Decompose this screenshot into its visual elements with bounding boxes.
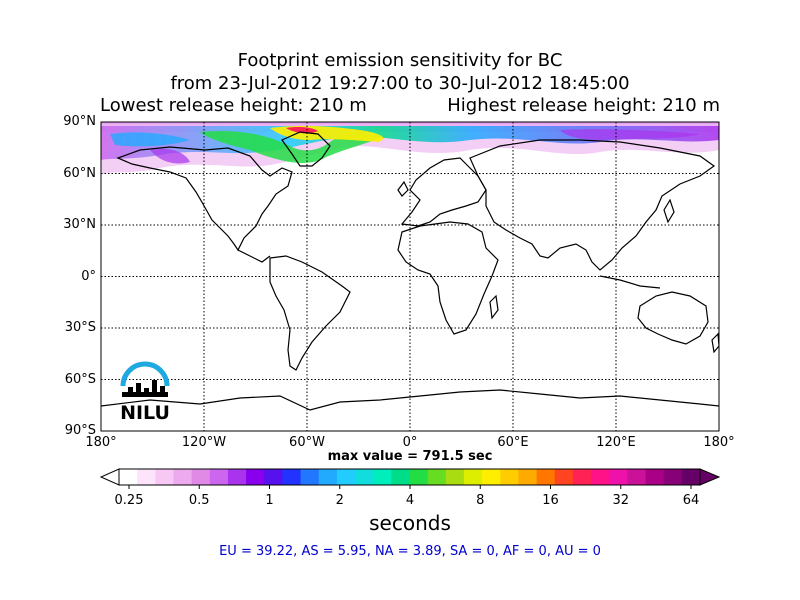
colorbar-swatch (300, 469, 320, 485)
colorbar-tick-label: 16 (542, 493, 559, 508)
colorbar-tick-label: 4 (405, 493, 415, 508)
colorbar-swatch (627, 469, 646, 485)
colorbar-swatch (554, 469, 574, 485)
colorbar (99, 468, 721, 489)
colorbar-swatch (137, 469, 156, 485)
longitude-label: 60°W (289, 435, 325, 450)
colorbar-swatch (227, 469, 247, 485)
colorbar-swatch (282, 469, 301, 485)
max-value-label: max value = 791.5 sec (327, 449, 493, 464)
latitude-label: 30°S (64, 320, 96, 335)
colorbar-tick-label: 0.5 (188, 493, 210, 508)
colorbar-swatch (445, 469, 465, 485)
indonesia-coast (599, 275, 661, 289)
colorbar-tick-label: 32 (612, 493, 630, 508)
latitude-label: 90°S (64, 423, 96, 438)
antarctica-coast (101, 389, 719, 411)
map-title-line-2: from 23-Jul-2012 19:27:00 to 30-Jul-2012… (170, 73, 630, 94)
colorbar-units: seconds (369, 511, 451, 535)
new-zealand-coast (711, 332, 719, 354)
colorbar-swatch (609, 469, 628, 485)
colorbar-tick-label: 64 (682, 493, 700, 508)
colorbar-swatch (209, 469, 229, 485)
colorbar-swatch (645, 469, 665, 485)
colorbar-swatch (336, 469, 356, 485)
nilu-logo-mark (120, 361, 170, 397)
graticule (101, 122, 719, 431)
central-america-coast (237, 249, 271, 263)
colorbar-swatch (391, 469, 410, 485)
colorbar-swatch (264, 469, 283, 485)
latitude-label: 90°N (63, 114, 96, 129)
colorbar-swatch (518, 469, 537, 485)
colorbar-swatch (427, 469, 447, 485)
latitude-label: 60°N (63, 165, 96, 181)
colorbar-tick-label: 1 (265, 493, 274, 508)
japan-coast (663, 198, 675, 224)
longitude-label: 180° (85, 435, 117, 450)
colorbar-swatch (536, 469, 556, 485)
latitude-label: 30°N (63, 217, 96, 232)
colorbar-min-extension (99, 468, 120, 486)
map-frame (100, 121, 720, 432)
british-isles-coast (397, 180, 409, 197)
longitude-label: 180° (703, 435, 735, 450)
lowest-release-height: Lowest release height: 210 m (100, 95, 367, 116)
colorbar-swatch (463, 469, 483, 485)
latitude-label: 60°S (64, 371, 96, 387)
region-summary: EU = 39.22, AS = 5.95, NA = 3.89, SA = 0… (219, 544, 601, 559)
colorbar-swatch (500, 469, 519, 485)
australia-coast (637, 291, 709, 345)
colorbar-swatch (155, 469, 174, 485)
colorbar-swatch (482, 469, 501, 485)
colorbar-max-extension (699, 468, 721, 486)
colorbar-swatch (246, 469, 265, 485)
colorbar-swatch (373, 469, 392, 485)
europe-coast (400, 157, 487, 227)
colorbar-swatch (591, 469, 610, 485)
asia-coast (469, 139, 716, 271)
highest-release-height: Highest release height: 210 m (447, 95, 720, 116)
nilu-logo-text: NILU (120, 402, 170, 424)
north-america-coast (116, 146, 293, 252)
colorbar-swatch (663, 469, 683, 485)
colorbar-swatch (355, 469, 374, 485)
latitude-label: 0° (81, 268, 96, 284)
coastlines (101, 131, 719, 411)
colorbar-tick-label: 8 (476, 493, 485, 508)
colorbar-swatch (409, 469, 429, 485)
colorbar-swatch (119, 469, 138, 485)
colorbar-tick-label: 0.25 (114, 493, 144, 508)
madagascar-coast (489, 294, 499, 320)
colorbar-swatch (318, 469, 338, 485)
colorbar-tick-label: 2 (335, 493, 344, 508)
longitude-label: 0° (402, 435, 418, 450)
longitude-label: 120°E (596, 435, 636, 450)
colorbar-swatch (191, 469, 211, 485)
colorbar-swatch (681, 469, 701, 485)
africa-coast (397, 221, 499, 335)
colorbar-swatch (173, 469, 193, 485)
longitude-label: 60°E (497, 435, 529, 450)
map-title-line-1: Footprint emission sensitivity for BC (237, 50, 563, 71)
longitude-label: 120°W (181, 435, 227, 450)
colorbar-swatch (572, 469, 592, 485)
greenland-coast (281, 131, 331, 167)
